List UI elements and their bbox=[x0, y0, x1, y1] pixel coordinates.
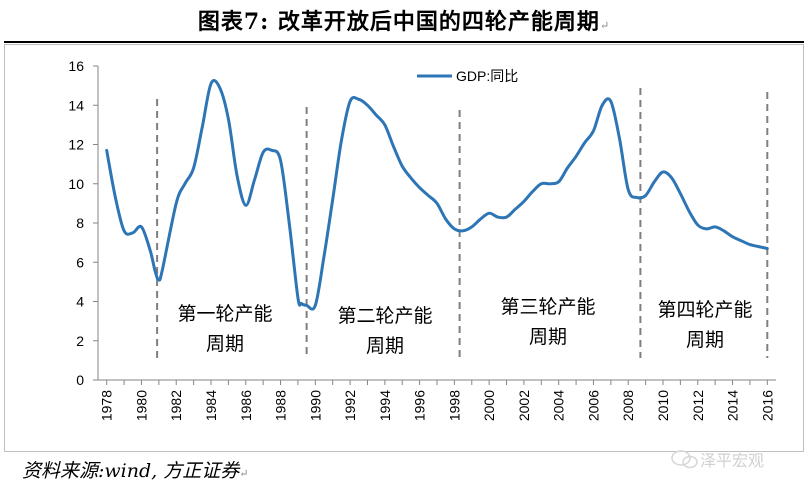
x-tick-label: 1982 bbox=[168, 390, 184, 421]
x-tick-label: 2016 bbox=[759, 390, 775, 421]
y-tick-label: 4 bbox=[76, 294, 84, 310]
x-tick-label: 2008 bbox=[620, 390, 636, 421]
chart-frame bbox=[4, 44, 804, 452]
y-tick-label: 8 bbox=[76, 215, 84, 231]
watermark-text: 泽平宏观 bbox=[700, 451, 765, 470]
x-tick-label: 1996 bbox=[412, 390, 428, 421]
source-note: 资料来源:wind, 方正证券↵ bbox=[22, 456, 248, 483]
x-tick-label: 2000 bbox=[481, 390, 497, 421]
x-tick-label: 2012 bbox=[690, 390, 706, 421]
x-tick-label: 1978 bbox=[99, 390, 115, 421]
figure-title: 图表7: 改革开放后中国的四轮产能周期↵ bbox=[0, 4, 808, 36]
x-tick-label: 2004 bbox=[551, 390, 567, 421]
paragraph-mark-icon: ↵ bbox=[599, 19, 611, 32]
x-tick-label: 1998 bbox=[446, 390, 462, 421]
y-tick-label: 12 bbox=[68, 137, 84, 153]
gdp-series-line bbox=[105, 79, 769, 311]
x-tick-label: 2002 bbox=[516, 390, 532, 421]
source-text: 资料来源:wind, 方正证券 bbox=[22, 460, 240, 482]
y-tick-label: 16 bbox=[68, 58, 84, 74]
legend-label: GDP:同比 bbox=[456, 68, 518, 84]
x-tick-label: 1994 bbox=[377, 390, 393, 421]
x-tick-label: 1990 bbox=[307, 390, 323, 421]
y-tick-label: 0 bbox=[76, 372, 84, 388]
x-tick-label: 1980 bbox=[133, 390, 149, 421]
x-tick-label: 1992 bbox=[342, 390, 358, 421]
watermark: 泽平宏观 bbox=[670, 447, 764, 471]
x-tick-label: 1986 bbox=[238, 390, 254, 421]
cycle-label-3-period: 周期 bbox=[529, 326, 567, 348]
figure-title-text: 图表7: 改革开放后中国的四轮产能周期 bbox=[197, 9, 600, 35]
title-rule bbox=[4, 41, 804, 43]
x-tick-label: 1984 bbox=[203, 390, 219, 421]
y-tick-label: 10 bbox=[68, 176, 84, 192]
y-tick-label: 6 bbox=[76, 254, 84, 270]
cycle-label-4-period: 周期 bbox=[686, 329, 724, 351]
cycle-label-4: 第四轮产能 bbox=[657, 299, 752, 321]
cycle-label-2: 第二轮产能 bbox=[337, 305, 432, 327]
y-tick-label: 14 bbox=[68, 97, 84, 113]
x-tick-label: 2014 bbox=[725, 390, 741, 421]
x-tick-label: 1988 bbox=[273, 390, 289, 421]
cycle-label-3: 第三轮产能 bbox=[500, 296, 595, 318]
x-tick-label: 2010 bbox=[655, 390, 671, 421]
cycle-label-1: 第一轮产能 bbox=[177, 303, 272, 325]
paragraph-mark-icon: ↵ bbox=[239, 467, 249, 480]
cycle-label-1-period: 周期 bbox=[206, 333, 244, 355]
wechat-icon bbox=[671, 450, 698, 469]
cycle-label-2-period: 周期 bbox=[366, 335, 404, 357]
y-tick-label: 2 bbox=[76, 333, 84, 349]
x-tick-label: 2006 bbox=[585, 390, 601, 421]
